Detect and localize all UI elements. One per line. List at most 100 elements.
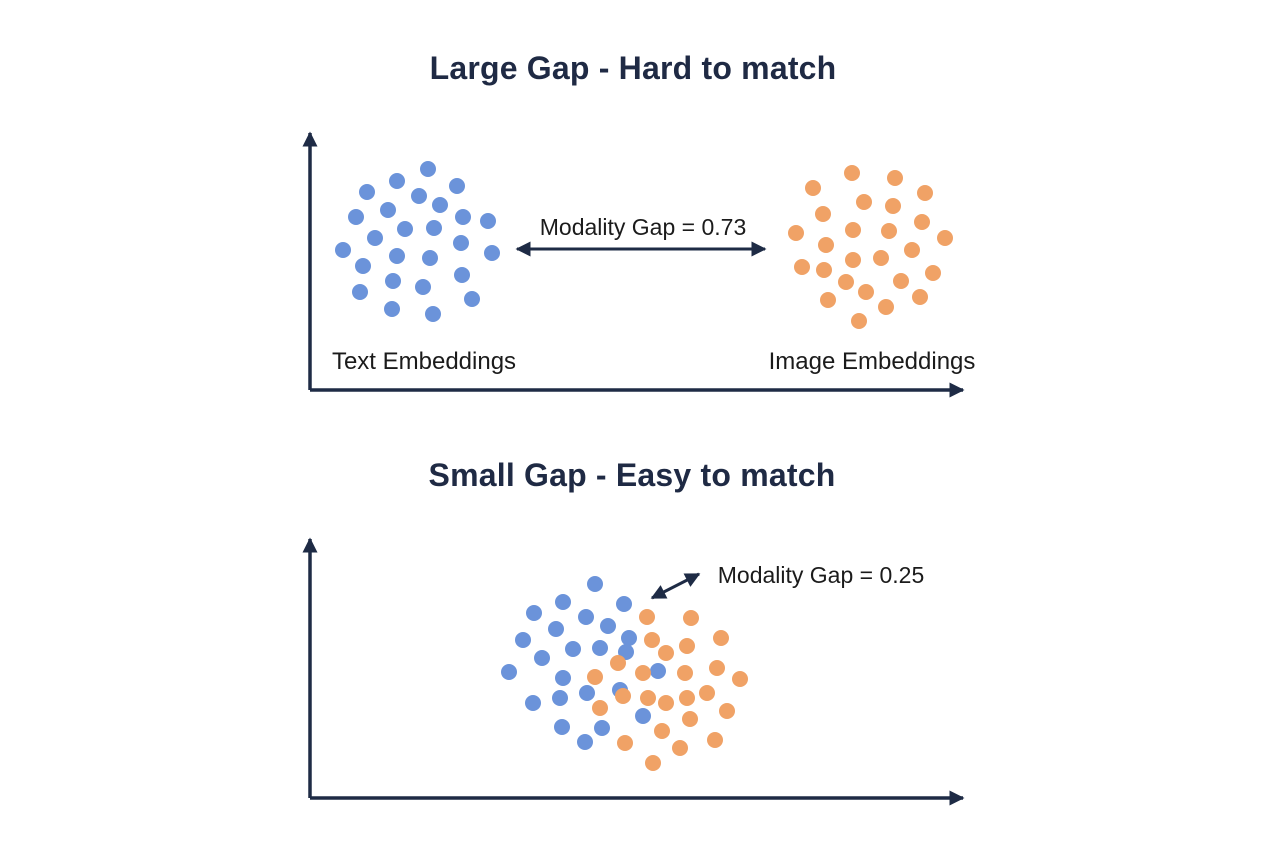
bottom-text-embeddings-dot — [526, 605, 542, 621]
bottom-gap-arrow — [650, 572, 701, 600]
bottom-image-embeddings-dot — [587, 669, 603, 685]
bottom-text-embeddings-dot — [594, 720, 610, 736]
bottom-image-embeddings-dot — [645, 755, 661, 771]
top-text-embeddings-dot — [464, 291, 480, 307]
bottom-image-embeddings-dot — [635, 665, 651, 681]
bottom-image-embeddings-dot — [719, 703, 735, 719]
top-text-embeddings-dot — [432, 197, 448, 213]
top-image-embeddings-dot — [858, 284, 874, 300]
bottom-text-embeddings-dot — [555, 670, 571, 686]
top-text-embeddings-dot — [389, 173, 405, 189]
top-image-embeddings-dot — [851, 313, 867, 329]
top-gap-label: Modality Gap = 0.73 — [539, 214, 747, 240]
top-text-embeddings-dot — [426, 220, 442, 236]
top-image-embeddings-dot — [873, 250, 889, 266]
top-text-embeddings-dot — [411, 188, 427, 204]
bottom-image-embeddings-dot — [713, 630, 729, 646]
bottom-text-embeddings-dot — [501, 664, 517, 680]
bottom-text-embeddings-cluster — [501, 576, 666, 750]
bottom-gap-label: Modality Gap = 0.25 — [717, 562, 925, 588]
top-text-embeddings-dot — [367, 230, 383, 246]
top-image-embeddings-dot — [820, 292, 836, 308]
bottom-image-embeddings-dot — [644, 632, 660, 648]
bottom-image-embeddings-dot — [699, 685, 715, 701]
top-image-embeddings-dot — [815, 206, 831, 222]
bottom-panel-title: Small Gap - Easy to match — [428, 457, 836, 493]
bottom-text-embeddings-dot — [554, 719, 570, 735]
top-image-embeddings-dot — [816, 262, 832, 278]
bottom-image-embeddings-dot — [658, 645, 674, 661]
top-text-embeddings-dot — [480, 213, 496, 229]
bottom-image-embeddings-dot — [679, 690, 695, 706]
top-text-embeddings-dot — [380, 202, 396, 218]
top-image-embeddings-dot — [856, 194, 872, 210]
top-image-embeddings-dot — [788, 225, 804, 241]
bottom-text-embeddings-dot — [534, 650, 550, 666]
top-text-embeddings-dot — [355, 258, 371, 274]
bottom-text-embeddings-dot — [621, 630, 637, 646]
top-image-embeddings-dot — [893, 273, 909, 289]
top-image-embeddings-dot — [937, 230, 953, 246]
bottom-text-embeddings-dot — [587, 576, 603, 592]
top-text-embeddings-dot — [335, 242, 351, 258]
top-image-embeddings-dot — [904, 242, 920, 258]
top-text-embeddings-dot — [352, 284, 368, 300]
top-image-embeddings-dot — [917, 185, 933, 201]
bottom-text-embeddings-dot — [578, 609, 594, 625]
bottom-image-embeddings-dot — [615, 688, 631, 704]
bottom-image-embeddings-dot — [617, 735, 633, 751]
top-image-embeddings-dot — [912, 289, 928, 305]
top-image-embeddings-dot — [838, 274, 854, 290]
bottom-image-embeddings-dot — [732, 671, 748, 687]
bottom-text-embeddings-dot — [552, 690, 568, 706]
bottom-image-embeddings-dot — [654, 723, 670, 739]
bottom-text-embeddings-dot — [650, 663, 666, 679]
top-text-embeddings-dot — [389, 248, 405, 264]
bottom-image-embeddings-dot — [610, 655, 626, 671]
top-image-embeddings-dot — [844, 165, 860, 181]
bottom-text-embeddings-dot — [555, 594, 571, 610]
top-text-embeddings-dot — [397, 221, 413, 237]
bottom-image-embeddings-dot — [707, 732, 723, 748]
bottom-text-embeddings-dot — [592, 640, 608, 656]
bottom-image-embeddings-dot — [658, 695, 674, 711]
top-text-embeddings-dot — [453, 235, 469, 251]
bottom-image-embeddings-cluster — [587, 609, 748, 771]
top-panel-title: Large Gap - Hard to match — [429, 50, 837, 86]
top-image-embeddings-dot — [925, 265, 941, 281]
top-text-embeddings-dot — [348, 209, 364, 225]
bottom-text-embeddings-dot — [515, 632, 531, 648]
top-text-embeddings-dot — [484, 245, 500, 261]
top-image-embeddings-dot — [805, 180, 821, 196]
top-text-embeddings-dot — [420, 161, 436, 177]
top-image-embeddings-dot — [845, 252, 861, 268]
top-image-embeddings-dot — [794, 259, 810, 275]
top-image-embeddings-dot — [881, 223, 897, 239]
top-text-embeddings-dot — [422, 250, 438, 266]
bottom-text-embeddings-dot — [616, 596, 632, 612]
top-text-embeddings-dot — [454, 267, 470, 283]
bottom-image-embeddings-dot — [682, 711, 698, 727]
top-image-embeddings-dot — [818, 237, 834, 253]
top-text-embeddings-dot — [425, 306, 441, 322]
top-image-embeddings-dot — [885, 198, 901, 214]
top-image-embeddings-dot — [914, 214, 930, 230]
top-text-embeddings-cluster — [335, 161, 500, 322]
top-image-embeddings-dot — [845, 222, 861, 238]
bottom-text-embeddings-dot — [600, 618, 616, 634]
top-text-embeddings-dot — [449, 178, 465, 194]
bottom-text-embeddings-dot — [548, 621, 564, 637]
bottom-image-embeddings-dot — [677, 665, 693, 681]
bottom-image-embeddings-dot — [592, 700, 608, 716]
bottom-text-embeddings-dot — [635, 708, 651, 724]
bottom-image-embeddings-dot — [640, 690, 656, 706]
top-image-embeddings-dot — [878, 299, 894, 315]
top-text-embeddings-dot — [359, 184, 375, 200]
bottom-text-embeddings-dot — [618, 644, 634, 660]
top-text-embeddings-dot — [455, 209, 471, 225]
image-embeddings-label: Image Embeddings — [768, 348, 976, 375]
bottom-text-embeddings-dot — [579, 685, 595, 701]
top-text-embeddings-dot — [385, 273, 401, 289]
